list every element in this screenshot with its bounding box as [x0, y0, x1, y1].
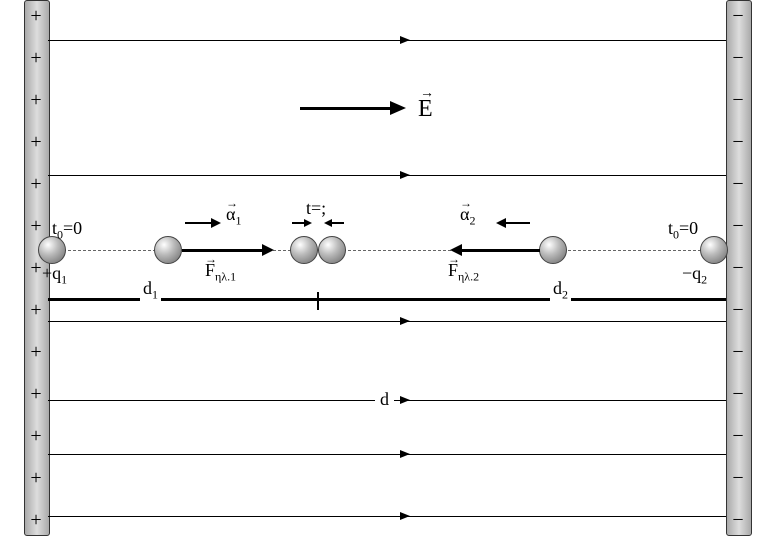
d2-line: [318, 298, 726, 301]
minus-symbol: −: [726, 48, 750, 68]
minus-symbol: −: [726, 174, 750, 194]
field-line-arrowhead: [400, 171, 410, 179]
plus-symbol: +: [24, 510, 48, 530]
trajectory-dashed: [48, 250, 726, 251]
d1-line: [48, 298, 318, 301]
field-line: [48, 516, 726, 517]
minus-symbol: −: [726, 342, 750, 362]
minus-symbol: −: [726, 468, 750, 488]
physics-diagram: +++++++++++++ −−−−−−−−−−−−− →E t0=0 t0=0…: [0, 0, 774, 541]
plus-symbol: +: [24, 342, 48, 362]
f1-label: →Fηλ.1: [205, 260, 236, 285]
field-line-arrowhead: [400, 36, 410, 44]
f1-arrow: [182, 249, 262, 252]
e-field-arrowhead: [390, 101, 406, 115]
d-total-label: d: [375, 389, 394, 410]
minus-symbol: −: [726, 6, 750, 26]
field-line-arrowhead: [400, 317, 410, 325]
minus-symbol: −: [726, 132, 750, 152]
plus-symbol: +: [24, 468, 48, 488]
minus-symbol: −: [726, 510, 750, 530]
t0-left-label: t0=0: [52, 218, 82, 243]
alpha1-arrow: [185, 222, 211, 224]
plus-symbol: +: [24, 300, 48, 320]
minus-symbol: −: [726, 258, 750, 278]
charge-sphere: [700, 236, 728, 264]
alpha2-label: →α2: [460, 204, 475, 229]
q2-label: −q2: [682, 263, 707, 288]
field-line-arrowhead: [400, 512, 410, 520]
charge-sphere: [539, 236, 567, 264]
minus-symbol: −: [726, 216, 750, 236]
field-line-arrowhead: [400, 396, 410, 404]
field-line-arrowhead: [400, 450, 410, 458]
minus-symbol: −: [726, 384, 750, 404]
alpha2-arrowhead: [496, 218, 506, 228]
alpha1-label: →α1: [226, 204, 241, 229]
d2-label: d2: [550, 278, 571, 303]
plus-symbol: +: [24, 216, 48, 236]
meet-arrowhead-left: [304, 219, 312, 227]
alpha2-arrow: [504, 222, 530, 224]
plus-symbol: +: [24, 132, 48, 152]
plus-symbol: +: [24, 48, 48, 68]
minus-symbol: −: [726, 300, 750, 320]
charge-sphere: [318, 236, 346, 264]
e-field-arrow: [300, 107, 390, 110]
field-line: [48, 175, 726, 176]
field-line: [48, 321, 726, 322]
plus-symbol: +: [24, 426, 48, 446]
e-label: →E: [418, 96, 433, 123]
field-line: [48, 454, 726, 455]
minus-symbol: −: [726, 90, 750, 110]
plus-symbol: +: [24, 6, 48, 26]
f2-arrow: [460, 249, 540, 252]
minus-symbol: −: [726, 426, 750, 446]
plus-symbol: +: [24, 174, 48, 194]
f1-arrowhead: [262, 244, 274, 256]
t-meet-label: t=;: [306, 198, 326, 219]
alpha1-arrowhead: [211, 218, 221, 228]
d1-label: d1: [140, 278, 161, 303]
q1-label: +q1: [42, 263, 67, 288]
charge-sphere: [154, 236, 182, 264]
meet-arrowhead-right: [324, 219, 332, 227]
plus-symbol: +: [24, 90, 48, 110]
t0-right-label: t0=0: [668, 218, 698, 243]
f2-label: →Fηλ.2: [448, 260, 479, 285]
plus-symbol: +: [24, 384, 48, 404]
meet-arrow-right: [330, 222, 344, 224]
d-mid-tick: [317, 292, 319, 310]
charge-sphere: [290, 236, 318, 264]
field-line: [48, 40, 726, 41]
